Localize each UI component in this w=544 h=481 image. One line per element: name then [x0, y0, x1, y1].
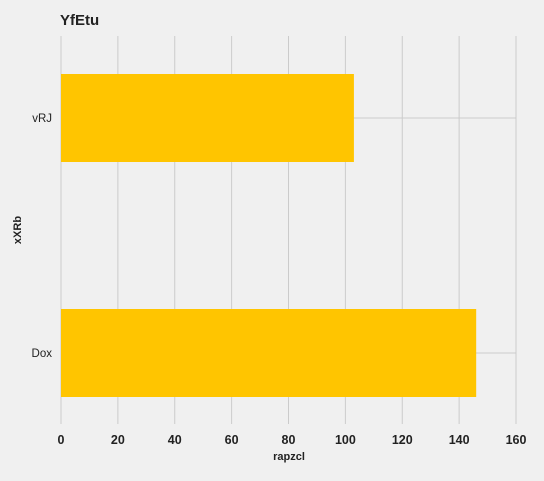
x-tick-label: 100 — [335, 433, 356, 447]
x-tick-label: 20 — [111, 433, 125, 447]
x-tick-label: 60 — [225, 433, 239, 447]
chart-title: YfEtu — [60, 12, 99, 29]
bars — [61, 74, 477, 397]
x-tick-label: 140 — [449, 433, 470, 447]
y-tick-label: Dox — [32, 348, 53, 360]
x-tick-label: 160 — [506, 433, 527, 447]
bar-Dox — [61, 309, 477, 397]
x-tick-label: 0 — [58, 433, 65, 447]
x-axis-label: rapzcl — [273, 451, 305, 463]
x-tick-label: 80 — [282, 433, 296, 447]
bar-vRJ — [61, 74, 354, 162]
y-tick-label: vRJ — [32, 113, 52, 125]
y-tick-labels: vRJ Dox — [32, 113, 53, 360]
x-tick-labels: 0 20 40 60 80 100 120 140 160 — [58, 433, 527, 447]
x-tick-label: 120 — [392, 433, 413, 447]
x-tick-label: 40 — [168, 433, 182, 447]
y-axis-label: xXRb — [12, 216, 24, 244]
